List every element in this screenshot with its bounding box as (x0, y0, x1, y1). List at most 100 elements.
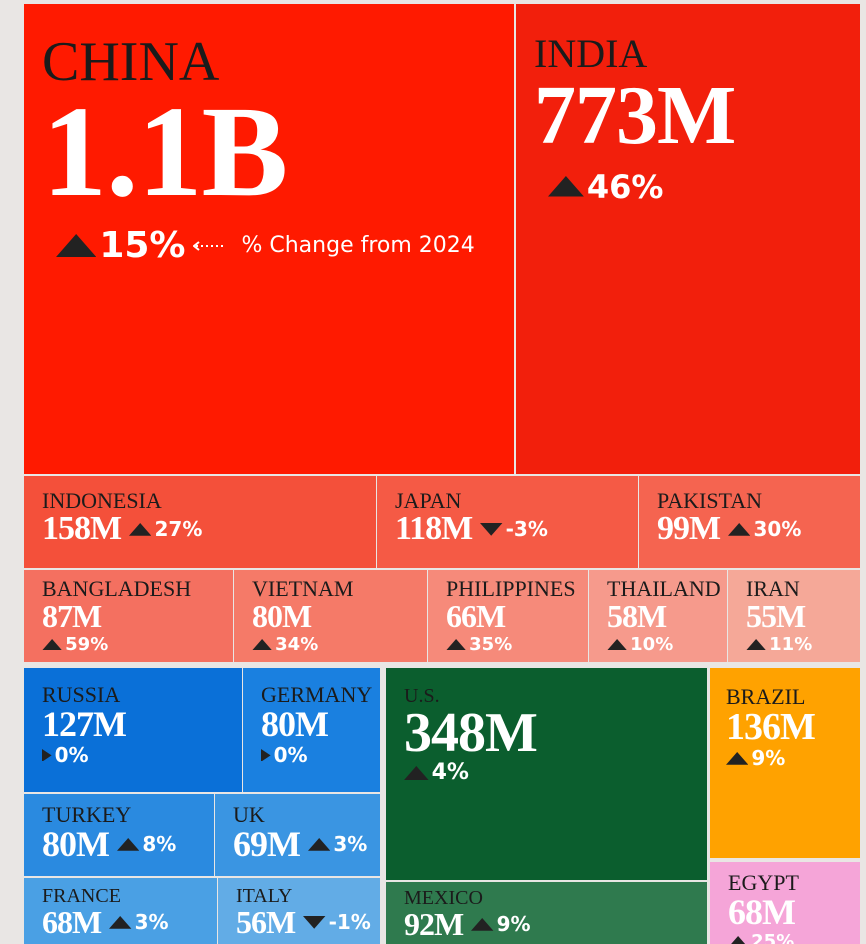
change-arrow (109, 915, 132, 929)
value-row: 58M (607, 600, 727, 632)
value-row: 348M (404, 705, 707, 761)
annotation: % Change from 2024 (241, 233, 475, 258)
change-row: 10% (607, 634, 727, 655)
change-arrow (404, 765, 429, 780)
tile-name: BRAZIL (726, 684, 806, 709)
tile-change: 3% (109, 910, 169, 935)
tile: THAILAND 58M 10% (589, 570, 727, 662)
change-label: 11% (769, 634, 813, 655)
change-arrow (252, 638, 273, 651)
tile: JAPAN 118M -3% (377, 476, 638, 568)
change-label: 59% (65, 634, 109, 655)
tile-change: 27% (129, 517, 202, 541)
tile-change: 46% (548, 168, 663, 206)
change-label: 15% (99, 225, 186, 266)
value-row: 69M 3% (233, 824, 380, 864)
tile-change: 4% (404, 760, 469, 785)
tile-value: 58M (607, 598, 667, 634)
change-label: 10% (630, 634, 674, 655)
tile-name: FRANCE (42, 885, 121, 907)
tile-name: JAPAN (395, 488, 462, 513)
tile-value: 92M (404, 906, 464, 942)
change-row: 34% (252, 634, 427, 655)
change-arrow (307, 837, 331, 851)
tile-name: MEXICO (404, 887, 483, 909)
change-label: 3% (134, 910, 169, 935)
change-label: 0% (273, 743, 308, 767)
value-row: 80M (261, 706, 380, 742)
tile: IRAN 55M 11% (728, 570, 860, 662)
change-row: 59% (42, 634, 233, 655)
change-label: -1% (328, 910, 371, 935)
value-row: 158M 27% (42, 510, 376, 547)
tile-name: PHILIPPINES (446, 576, 576, 601)
annotation-arrow (193, 240, 226, 251)
tile-value: 69M (233, 824, 301, 864)
tile: CHINA 1.1B 15%% Change from 2024 (24, 4, 514, 474)
change-arrow (548, 176, 584, 197)
tile: EGYPT 68M 25% (710, 862, 860, 944)
tile: TURKEY 80M 8% (24, 794, 214, 876)
tile: U.S. 348M 4% (386, 668, 707, 880)
change-label: -3% (505, 517, 548, 542)
value-row: 55M (746, 600, 860, 632)
value-row: 127M (42, 706, 242, 742)
tile-name: GERMANY (261, 682, 373, 707)
change-row: 46% (548, 168, 860, 206)
tile-name: PAKISTAN (657, 488, 763, 513)
tile-value: 99M (657, 510, 721, 547)
tile-change: 35% (446, 634, 512, 655)
tile-change: 8% (116, 832, 177, 857)
change-row: 9% (726, 746, 860, 770)
change-row: 0% (42, 743, 242, 767)
change-arrow (471, 917, 494, 931)
value-row: 118M -3% (395, 512, 638, 546)
tile-value: 158M (42, 510, 122, 547)
tile-name: UK (233, 802, 265, 827)
value-row: 68M 3% (42, 906, 217, 938)
tile-change: 59% (42, 634, 108, 655)
tile: VIETNAM 80M 34% (234, 570, 427, 662)
tile-value: 773M (534, 69, 736, 162)
change-arrow (728, 522, 751, 536)
change-row: 11% (746, 634, 860, 655)
tile: INDIA 773M 46% (516, 4, 860, 474)
tile-value: 348M (404, 702, 538, 764)
value-row: 68M (728, 894, 860, 930)
change-label: 46% (586, 167, 664, 206)
tile-value: 80M (261, 704, 329, 744)
change-label: 35% (469, 634, 513, 655)
tile-change: 34% (252, 634, 318, 655)
value-row: 80M 8% (42, 826, 214, 862)
tile-value: 56M (236, 904, 296, 940)
value-row: 136M (726, 708, 860, 746)
change-label: 9% (496, 912, 531, 937)
tile-change: 11% (746, 634, 812, 655)
value-row: 80M (252, 600, 427, 632)
tile-change: 0% (261, 743, 308, 767)
change-arrow (480, 522, 503, 536)
tile-change: -3% (480, 517, 548, 541)
tile: PAKISTAN 99M 30% (639, 476, 860, 568)
tile-change: 25% (728, 931, 794, 944)
tile-name: INDONESIA (42, 488, 162, 513)
tile-name: ITALY (236, 885, 293, 907)
change-label: 3% (333, 832, 368, 857)
change-arrow (730, 935, 746, 944)
tile-value: 55M (746, 598, 806, 634)
change-label: 34% (275, 634, 319, 655)
tile-name: CHINA (42, 31, 220, 93)
tile-name: INDIA (534, 31, 648, 76)
tile-change: -1% (303, 910, 371, 934)
tile-value: 136M (726, 706, 816, 748)
tile: MEXICO 92M 9% (386, 882, 707, 944)
value-row: 773M (534, 74, 860, 158)
change-row: 15% % Change from 2024 (56, 225, 514, 266)
change-row: 4% (404, 760, 707, 785)
change-label: 27% (154, 517, 203, 542)
change-arrow (746, 638, 767, 651)
tile-name: U.S. (404, 685, 440, 707)
change-label: 8% (142, 832, 177, 857)
change-label: 4% (431, 760, 469, 786)
change-label: 0% (54, 743, 89, 767)
